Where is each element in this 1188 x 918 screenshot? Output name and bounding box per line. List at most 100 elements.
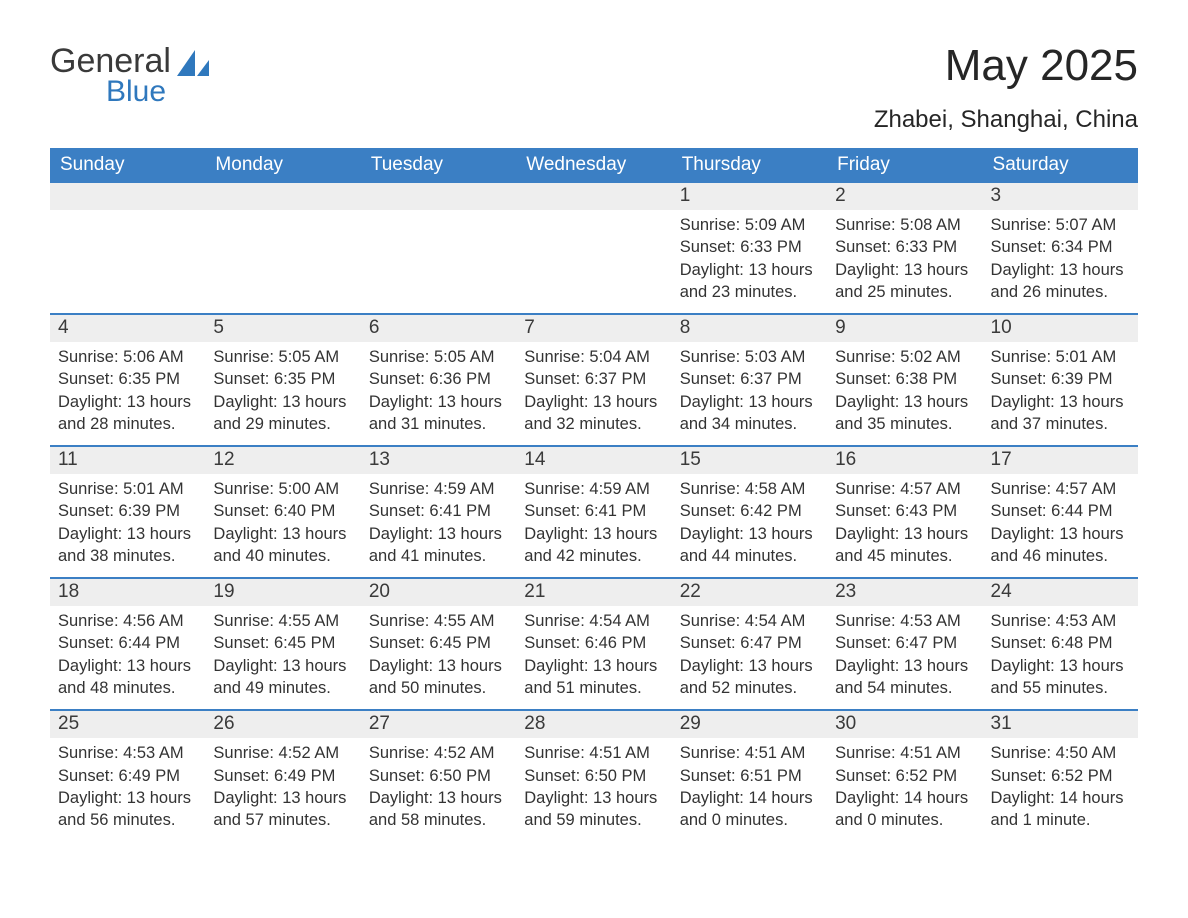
daylight-line: Daylight: 13 hours and 54 minutes. <box>835 655 974 700</box>
day-cell: 21Sunrise: 4:54 AMSunset: 6:46 PMDayligh… <box>516 579 671 709</box>
sunset-line: Sunset: 6:39 PM <box>991 368 1130 390</box>
day-body: Sunrise: 5:05 AMSunset: 6:35 PMDaylight:… <box>205 342 360 445</box>
sunrise-label: Sunrise: <box>213 744 278 762</box>
day-body: Sunrise: 4:55 AMSunset: 6:45 PMDaylight:… <box>205 606 360 709</box>
sunrise-label: Sunrise: <box>524 480 589 498</box>
sunset-label: Sunset: <box>213 370 274 388</box>
sunset-value: 6:39 PM <box>1051 370 1112 388</box>
sunrise-line: Sunrise: 4:56 AM <box>58 610 197 632</box>
sunset-value: 6:48 PM <box>1051 634 1112 652</box>
daylight-label: Daylight: <box>213 393 282 411</box>
day-cell <box>361 183 516 313</box>
day-cell: 26Sunrise: 4:52 AMSunset: 6:49 PMDayligh… <box>205 711 360 841</box>
sunrise-line: Sunrise: 4:54 AM <box>524 610 663 632</box>
daylight-line: Daylight: 13 hours and 57 minutes. <box>213 787 352 832</box>
sunrise-value: 4:52 AM <box>279 744 340 762</box>
sunset-value: 6:50 PM <box>585 767 646 785</box>
sunset-value: 6:37 PM <box>740 370 801 388</box>
sunrise-label: Sunrise: <box>524 612 589 630</box>
day-cell: 15Sunrise: 4:58 AMSunset: 6:42 PMDayligh… <box>672 447 827 577</box>
day-number: 22 <box>672 579 827 606</box>
sunset-value: 6:42 PM <box>740 502 801 520</box>
sunset-label: Sunset: <box>991 370 1052 388</box>
sunset-label: Sunset: <box>835 502 896 520</box>
day-body: Sunrise: 5:00 AMSunset: 6:40 PMDaylight:… <box>205 474 360 577</box>
sunset-label: Sunset: <box>680 238 741 256</box>
sunrise-value: 4:53 AM <box>1056 612 1117 630</box>
sunrise-line: Sunrise: 5:07 AM <box>991 214 1130 236</box>
day-body: Sunrise: 5:05 AMSunset: 6:36 PMDaylight:… <box>361 342 516 445</box>
day-number: 5 <box>205 315 360 342</box>
daylight-label: Daylight: <box>524 393 593 411</box>
sunrise-value: 4:54 AM <box>745 612 806 630</box>
sunset-value: 6:49 PM <box>119 767 180 785</box>
day-number: 31 <box>983 711 1138 738</box>
day-cell: 14Sunrise: 4:59 AMSunset: 6:41 PMDayligh… <box>516 447 671 577</box>
day-cell: 12Sunrise: 5:00 AMSunset: 6:40 PMDayligh… <box>205 447 360 577</box>
sunset-line: Sunset: 6:37 PM <box>524 368 663 390</box>
day-number: 29 <box>672 711 827 738</box>
sunset-label: Sunset: <box>524 502 585 520</box>
sunset-line: Sunset: 6:45 PM <box>213 632 352 654</box>
sunset-line: Sunset: 6:47 PM <box>680 632 819 654</box>
sunset-label: Sunset: <box>835 634 896 652</box>
day-cell: 6Sunrise: 5:05 AMSunset: 6:36 PMDaylight… <box>361 315 516 445</box>
sunset-value: 6:41 PM <box>585 502 646 520</box>
sunrise-label: Sunrise: <box>835 216 900 234</box>
sunset-value: 6:40 PM <box>274 502 335 520</box>
day-cell: 5Sunrise: 5:05 AMSunset: 6:35 PMDaylight… <box>205 315 360 445</box>
day-number-empty <box>361 183 516 210</box>
sunset-value: 6:45 PM <box>429 634 490 652</box>
dow-friday: Friday <box>827 148 982 183</box>
daylight-label: Daylight: <box>213 525 282 543</box>
week-row: 4Sunrise: 5:06 AMSunset: 6:35 PMDaylight… <box>50 313 1138 445</box>
day-number-empty <box>205 183 360 210</box>
daylight-label: Daylight: <box>58 393 127 411</box>
sunrise-line: Sunrise: 4:50 AM <box>991 742 1130 764</box>
sunset-value: 6:33 PM <box>896 238 957 256</box>
sunrise-label: Sunrise: <box>680 744 745 762</box>
day-number: 27 <box>361 711 516 738</box>
sunrise-value: 4:55 AM <box>434 612 495 630</box>
daylight-label: Daylight: <box>680 393 749 411</box>
day-number: 9 <box>827 315 982 342</box>
daylight-label: Daylight: <box>680 657 749 675</box>
sunrise-value: 5:06 AM <box>123 348 184 366</box>
sunset-line: Sunset: 6:50 PM <box>524 765 663 787</box>
sunset-value: 6:47 PM <box>740 634 801 652</box>
day-cell: 16Sunrise: 4:57 AMSunset: 6:43 PMDayligh… <box>827 447 982 577</box>
day-number: 30 <box>827 711 982 738</box>
day-cell: 8Sunrise: 5:03 AMSunset: 6:37 PMDaylight… <box>672 315 827 445</box>
daylight-label: Daylight: <box>991 393 1060 411</box>
day-cell: 31Sunrise: 4:50 AMSunset: 6:52 PMDayligh… <box>983 711 1138 841</box>
day-body: Sunrise: 4:52 AMSunset: 6:49 PMDaylight:… <box>205 738 360 841</box>
sunset-label: Sunset: <box>991 238 1052 256</box>
sunset-line: Sunset: 6:44 PM <box>58 632 197 654</box>
week-row: 18Sunrise: 4:56 AMSunset: 6:44 PMDayligh… <box>50 577 1138 709</box>
sunrise-value: 5:01 AM <box>123 480 184 498</box>
daylight-line: Daylight: 13 hours and 31 minutes. <box>369 391 508 436</box>
sunrise-value: 5:00 AM <box>279 480 340 498</box>
sunrise-label: Sunrise: <box>369 612 434 630</box>
sunset-line: Sunset: 6:40 PM <box>213 500 352 522</box>
sunset-line: Sunset: 6:33 PM <box>835 236 974 258</box>
sunrise-line: Sunrise: 5:08 AM <box>835 214 974 236</box>
sunset-value: 6:35 PM <box>274 370 335 388</box>
sunrise-line: Sunrise: 4:52 AM <box>213 742 352 764</box>
sunset-value: 6:34 PM <box>1051 238 1112 256</box>
daylight-label: Daylight: <box>991 261 1060 279</box>
daylight-line: Daylight: 13 hours and 23 minutes. <box>680 259 819 304</box>
sunrise-label: Sunrise: <box>58 744 123 762</box>
sunset-value: 6:38 PM <box>896 370 957 388</box>
daylight-line: Daylight: 14 hours and 1 minute. <box>991 787 1130 832</box>
daylight-label: Daylight: <box>835 789 904 807</box>
sunrise-line: Sunrise: 4:55 AM <box>369 610 508 632</box>
day-body: Sunrise: 4:53 AMSunset: 6:47 PMDaylight:… <box>827 606 982 709</box>
day-number: 1 <box>672 183 827 210</box>
daylight-line: Daylight: 13 hours and 58 minutes. <box>369 787 508 832</box>
day-cell: 29Sunrise: 4:51 AMSunset: 6:51 PMDayligh… <box>672 711 827 841</box>
sunrise-value: 4:50 AM <box>1056 744 1117 762</box>
day-cell: 18Sunrise: 4:56 AMSunset: 6:44 PMDayligh… <box>50 579 205 709</box>
sunrise-value: 4:59 AM <box>434 480 495 498</box>
sunset-value: 6:50 PM <box>429 767 490 785</box>
